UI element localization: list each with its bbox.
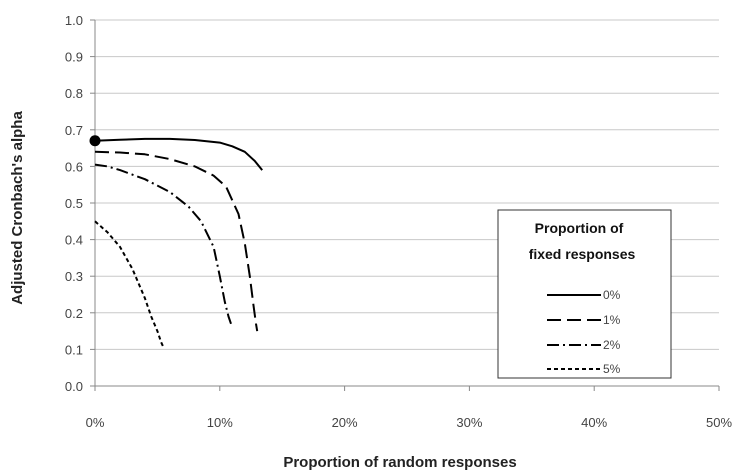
legend-title-line1: Proportion of bbox=[535, 220, 624, 236]
legend-label: 0% bbox=[603, 288, 621, 302]
x-tick-label: 10% bbox=[207, 415, 233, 430]
y-tick-label: 1.0 bbox=[65, 13, 83, 28]
y-axis-title: Adjusted Cronbach's alpha bbox=[9, 111, 26, 305]
x-tick-label: 20% bbox=[332, 415, 358, 430]
legend-title-line2: fixed responses bbox=[529, 246, 636, 262]
x-tick-label: 30% bbox=[456, 415, 482, 430]
x-tick-label: 40% bbox=[581, 415, 607, 430]
axes bbox=[90, 19, 720, 391]
y-tick-label: 0.3 bbox=[65, 269, 83, 284]
series-line-1% bbox=[94, 150, 259, 332]
legend-label: 1% bbox=[603, 313, 621, 327]
x-tick-label: 50% bbox=[706, 415, 732, 430]
y-tick-label: 0.8 bbox=[65, 86, 83, 101]
y-tick-label: 0.1 bbox=[65, 342, 83, 357]
start-point-marker bbox=[89, 135, 101, 147]
y-tick-labels: 0.0 0.1 0.2 0.3 0.4 0.5 0.6 0.7 0.8 0.9 1.0 bbox=[65, 13, 83, 394]
x-axis-title: Proportion of random responses bbox=[283, 454, 516, 471]
y-tick-label: 0.0 bbox=[65, 379, 83, 394]
legend: Proportion of fixed responses 0% 1% 2% 5% bbox=[497, 209, 672, 379]
x-tick-labels: 0% 10% 20% 30% 40% 50% bbox=[86, 415, 733, 430]
y-tick-label: 0.2 bbox=[65, 306, 83, 321]
x-tick-label: 0% bbox=[86, 415, 105, 430]
legend-label: 5% bbox=[603, 362, 621, 376]
legend-items: 0% 1% 2% 5% bbox=[547, 288, 621, 376]
series-line-2% bbox=[94, 163, 232, 325]
y-tick-label: 0.5 bbox=[65, 196, 83, 211]
y-tick-label: 0.9 bbox=[65, 50, 83, 65]
series-lines bbox=[89, 135, 263, 349]
y-tick-label: 0.7 bbox=[65, 123, 83, 138]
legend-label: 2% bbox=[603, 338, 621, 352]
gridlines bbox=[95, 19, 719, 350]
series-line-5% bbox=[94, 220, 165, 349]
series-line-0% bbox=[94, 137, 263, 171]
y-tick-label: 0.4 bbox=[65, 233, 83, 248]
y-tick-label: 0.6 bbox=[65, 159, 83, 174]
